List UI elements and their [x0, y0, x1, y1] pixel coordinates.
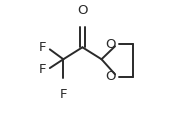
Text: O: O: [105, 38, 115, 51]
Text: O: O: [105, 70, 115, 83]
Text: F: F: [38, 41, 46, 54]
Text: F: F: [38, 63, 46, 76]
Text: F: F: [60, 88, 67, 101]
Text: O: O: [77, 4, 88, 17]
